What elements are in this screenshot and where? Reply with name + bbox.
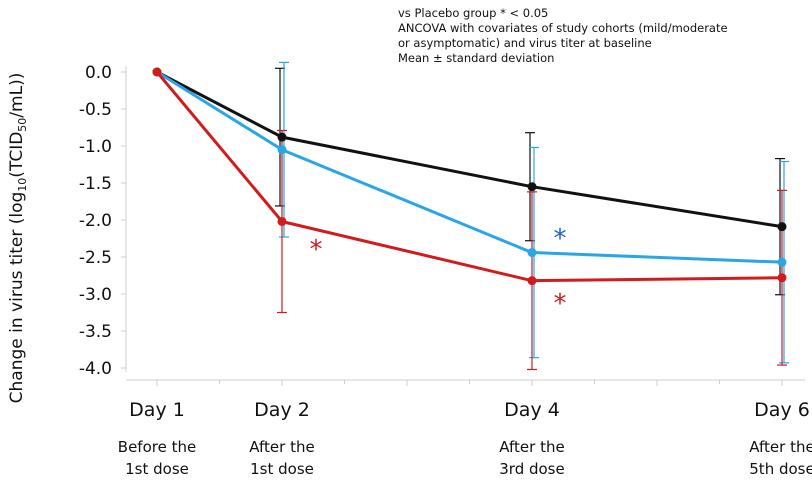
x-category-day: Day 4	[504, 399, 560, 421]
significance-marker: *	[554, 289, 567, 319]
series-line-0	[156, 70, 783, 229]
x-category-sub1: After the	[499, 438, 564, 456]
y-tick-label: -4.0	[79, 359, 112, 379]
y-tick-label: -1.5	[79, 174, 112, 194]
series-line-2	[155, 71, 783, 283]
series-line-1	[156, 70, 783, 264]
note-covariates: or asymptomatic) and virus titer at base…	[398, 36, 652, 50]
note-mean-sd: Mean ± standard deviation	[398, 51, 555, 65]
x-category-sub2: 5th dose	[749, 460, 812, 478]
x-category-sub2: 1st dose	[250, 460, 314, 478]
y-tick-label: 0.0	[85, 63, 112, 83]
data-point	[277, 216, 287, 226]
x-category-day: Day 6	[754, 399, 810, 421]
x-category-day: Day 2	[254, 399, 310, 421]
data-point	[277, 145, 287, 155]
data-point	[527, 248, 537, 258]
y-axis-label: Change in virus titer (log10(TCID50/mL))	[4, 48, 32, 428]
y-tick-label: -2.5	[79, 248, 112, 268]
x-category-sub1: After the	[249, 438, 314, 456]
y-tick-label: -3.0	[79, 285, 112, 305]
y-tick-label: -2.0	[79, 211, 112, 231]
note-significance: vs Placebo group * < 0.05	[398, 6, 549, 20]
x-category-sub1: Before the	[118, 438, 196, 456]
x-category-day: Day 1	[129, 399, 185, 421]
data-point	[277, 132, 287, 142]
note-ancova: ANCOVA with covariates of study cohorts …	[398, 21, 728, 35]
y-tick-label: -3.5	[79, 322, 112, 342]
significance-marker: *	[310, 235, 323, 265]
significance-marker: *	[554, 224, 567, 254]
data-point	[777, 222, 787, 232]
data-point	[152, 67, 162, 77]
x-category-sub2: 3rd dose	[499, 460, 564, 478]
data-point	[527, 276, 537, 286]
y-tick-label: -1.0	[79, 137, 112, 157]
data-point	[777, 257, 787, 267]
data-point	[777, 273, 787, 283]
data-point	[527, 182, 537, 192]
y-tick-label: -0.5	[79, 100, 112, 120]
x-category-sub1: After the	[749, 438, 812, 456]
x-category-sub2: 1st dose	[125, 460, 189, 478]
y-axis-label-text: Change in virus titer (log10(TCID50/mL))	[6, 72, 30, 404]
